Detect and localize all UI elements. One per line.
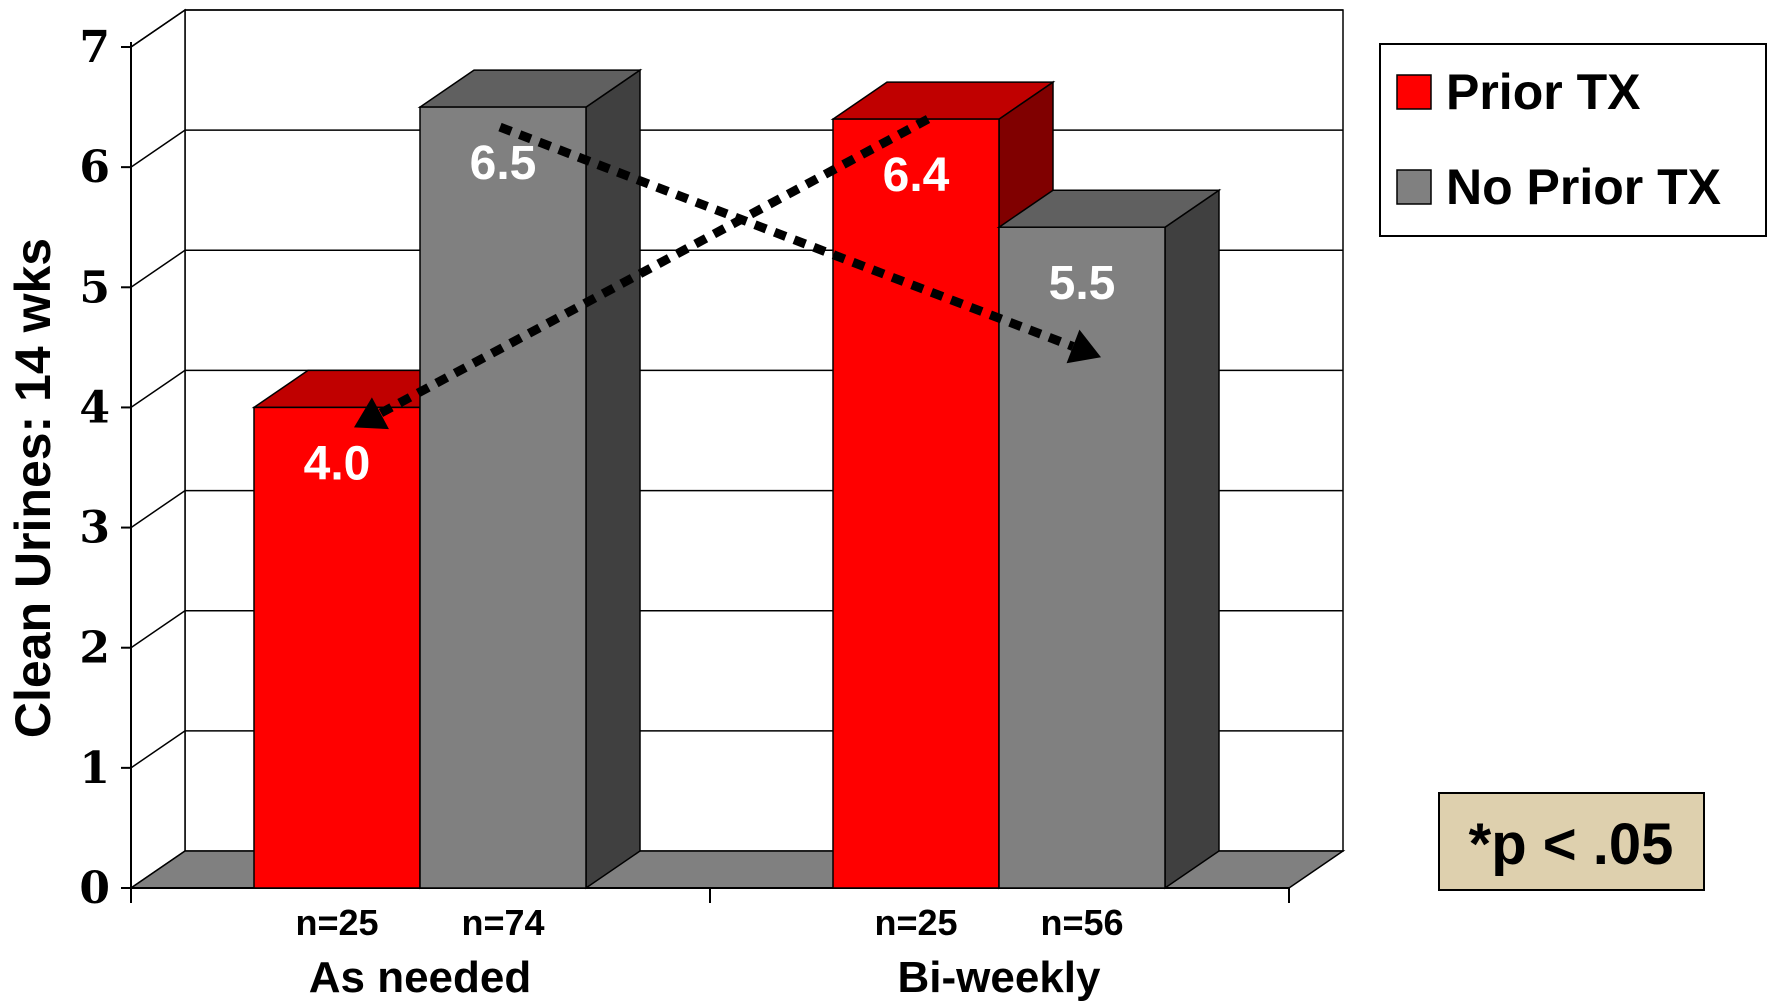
n-label: n=56 xyxy=(1040,902,1123,943)
bar-front xyxy=(253,406,421,889)
side-wall xyxy=(130,8,186,890)
y-tick-label: 2 xyxy=(79,623,110,674)
trend-arrows xyxy=(354,115,1101,430)
legend-label: Prior TX xyxy=(1446,64,1640,120)
arrow-no-prior-tx xyxy=(498,122,1101,364)
bar-front xyxy=(419,106,587,889)
data-labels: 4.0 n=25 6.5 n=74 As needed 6.4 n=25 5.5 n=56 Bi-… xyxy=(295,137,1123,1001)
arrow-line xyxy=(498,122,1075,351)
bar xyxy=(417,68,643,890)
legend-swatch xyxy=(1396,169,1432,205)
category-label: As needed xyxy=(309,953,532,1001)
arrow-head xyxy=(1066,329,1101,364)
bar-front xyxy=(832,118,1000,889)
category-label: Bi-weekly xyxy=(898,953,1102,1001)
bar-side xyxy=(585,68,641,890)
data-label: 4.0 xyxy=(304,437,371,490)
legend-swatch xyxy=(1396,74,1432,110)
y-tick-label: 3 xyxy=(79,503,110,554)
data-label: 6.4 xyxy=(883,149,950,202)
n-label: n=25 xyxy=(295,902,378,943)
y-tick-label: 4 xyxy=(79,382,110,433)
significance-note: *p < .05 xyxy=(1438,792,1705,891)
data-label: 5.5 xyxy=(1049,257,1116,310)
n-label: n=25 xyxy=(874,902,957,943)
y-tick-label: 6 xyxy=(79,142,110,193)
n-label: n=74 xyxy=(461,902,544,943)
y-tick-label: 0 xyxy=(79,863,110,914)
arrow-prior-tx xyxy=(354,115,931,430)
note-box xyxy=(1438,792,1705,891)
legend-box xyxy=(1379,43,1767,237)
y-tick-label: 7 xyxy=(79,22,110,73)
y-axis-label: Clean Urines: 14 wks xyxy=(5,238,61,738)
gridline xyxy=(130,9,1343,48)
arrow-head xyxy=(354,397,389,430)
data-label: 6.5 xyxy=(470,137,537,190)
legend-label: No Prior TX xyxy=(1446,159,1721,215)
y-tick-label: 5 xyxy=(79,262,110,313)
note-text: *p < .05 xyxy=(1469,812,1674,877)
axes: 0 1 2 3 4 5 6 7 xyxy=(79,22,1290,914)
legend: Prior TX No Prior TX xyxy=(1379,43,1767,237)
y-tick-label: 1 xyxy=(79,743,110,794)
bar-front xyxy=(998,226,1166,889)
bar-side xyxy=(1164,188,1220,890)
